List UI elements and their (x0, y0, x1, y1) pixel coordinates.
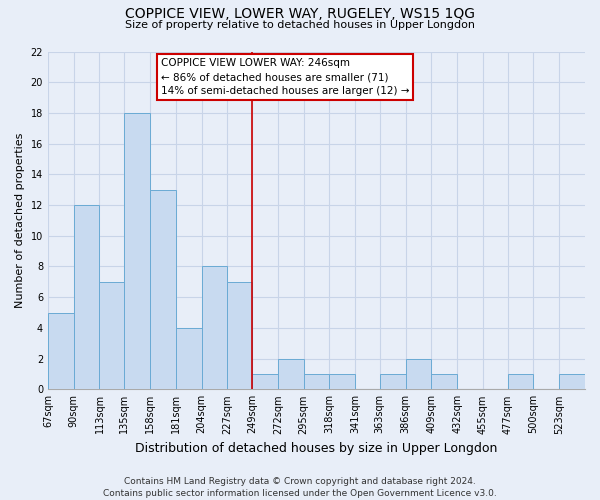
Bar (124, 113, 150, 390)
Y-axis label: Number of detached properties: Number of detached properties (15, 132, 25, 308)
X-axis label: Distribution of detached houses by size in Upper Longdon: Distribution of detached houses by size … (135, 442, 497, 455)
Bar (304, 374, 329, 390)
Bar (380, 374, 406, 390)
Text: Contains HM Land Registry data © Crown copyright and database right 2024.
Contai: Contains HM Land Registry data © Crown c… (103, 476, 497, 498)
Text: COPPICE VIEW, LOWER WAY, RUGELEY, WS15 1QG: COPPICE VIEW, LOWER WAY, RUGELEY, WS15 1… (125, 8, 475, 22)
Text: COPPICE VIEW LOWER WAY: 246sqm
← 86% of detached houses are smaller (71)
14% of : COPPICE VIEW LOWER WAY: 246sqm ← 86% of … (161, 58, 409, 96)
Bar (100, 282, 124, 390)
Bar (176, 328, 202, 390)
Bar (252, 374, 278, 390)
Bar (150, 190, 176, 390)
Bar (329, 374, 355, 390)
Bar (431, 374, 457, 390)
Bar (74, 205, 100, 390)
Bar (559, 374, 585, 390)
Bar (48, 312, 74, 390)
Bar (278, 358, 304, 390)
Bar (227, 282, 252, 390)
Text: Size of property relative to detached houses in Upper Longdon: Size of property relative to detached ho… (125, 20, 475, 30)
Bar (202, 266, 227, 390)
Bar (508, 374, 533, 390)
Bar (406, 358, 431, 390)
